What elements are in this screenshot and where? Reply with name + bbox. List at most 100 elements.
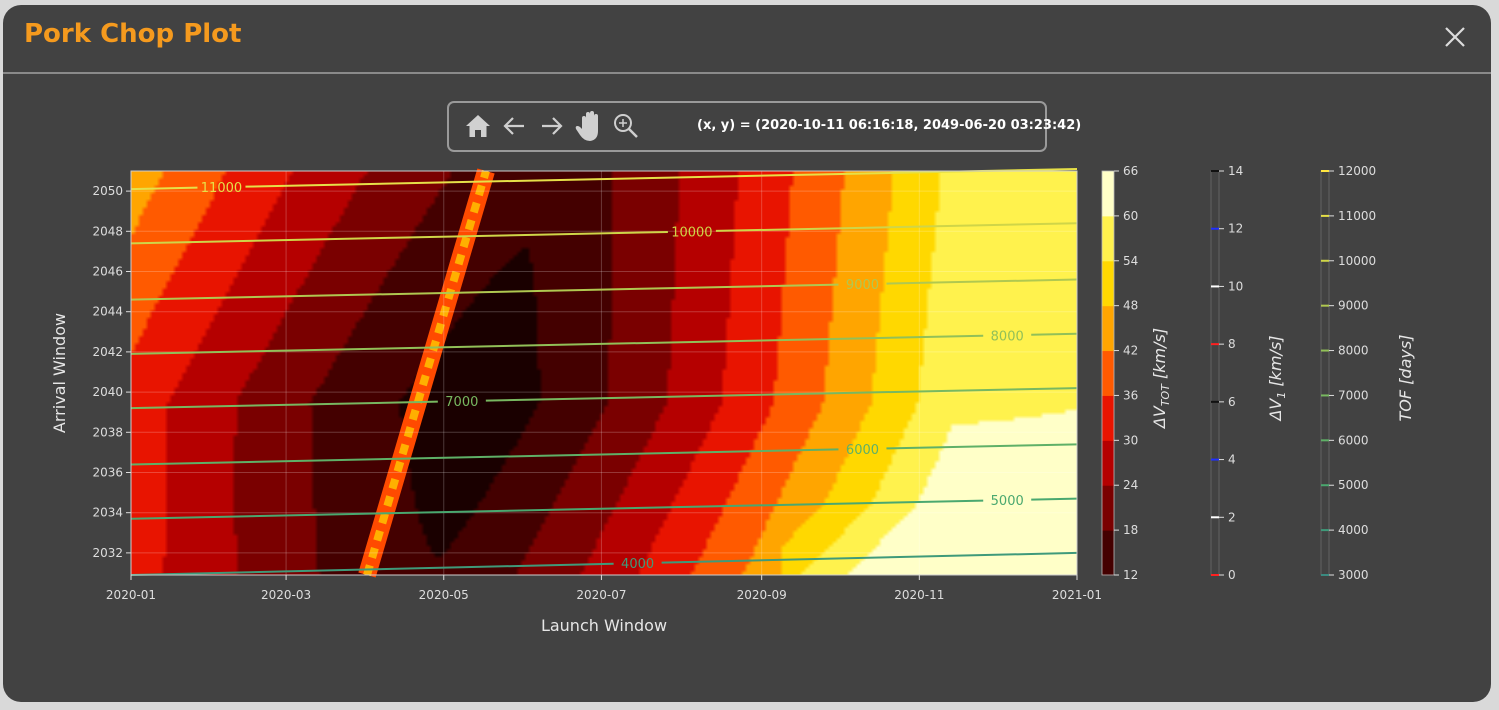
plot-toolbar: (x, y) = (2020-10-11 06:16:18, 2049-06-2… (447, 101, 1081, 152)
contour-line (886, 443, 1078, 450)
colorbar-2: 3000 4000 5000 6000 7000 8000 9000 10000 11000 12… (1320, 164, 1415, 582)
colorbar-tick-label: 12000 (1338, 164, 1376, 178)
colorbar-swatch (1102, 530, 1114, 576)
y-tick-label: 2036 (92, 465, 123, 479)
contour-line (130, 334, 984, 355)
colorbar-swatch (1102, 305, 1114, 352)
contour-line (886, 278, 1078, 285)
y-axis-label: Arrival Window (50, 313, 69, 433)
colorbar-tick-label: 18 (1123, 523, 1138, 537)
pan-hand-icon[interactable] (574, 109, 606, 143)
tof-contour-7000: 7000 (130, 387, 1078, 410)
x-tick-label: 2020-09 (737, 588, 787, 602)
y-tick-label: 2032 (92, 546, 123, 560)
porkchop-chart[interactable]: 4000 5000 6000 7000 8000 9000 10000 11000 2020-0… (3, 5, 1491, 702)
colorbar-swatch (1102, 350, 1114, 396)
dialog-header: Pork Chop Plot (3, 5, 1491, 74)
contour-label: 9000 (846, 278, 879, 293)
x-tick-label: 2020-11 (894, 588, 944, 602)
colorbar-tick-label: 7000 (1338, 388, 1369, 402)
x-tick-label: 2020-03 (261, 588, 311, 602)
colorbar-tick-label: 0 (1228, 568, 1236, 582)
colorbar-swatch (1102, 485, 1114, 531)
colorbar-tick-label: 12 (1123, 568, 1138, 582)
contour-label: 4000 (621, 557, 654, 572)
forward-arrow-icon[interactable] (536, 111, 566, 141)
colorbar-tick-label: 4000 (1338, 523, 1369, 537)
colorbar-tick-label: 14 (1228, 164, 1243, 178)
contour-label: 5000 (991, 494, 1024, 509)
colorbar-swatch (1102, 440, 1114, 486)
zoom-magnifier-icon[interactable] (611, 111, 641, 141)
contour-line (130, 400, 438, 410)
colorbar-tick-label: 4 (1228, 453, 1236, 467)
colorbar-tick-label: 48 (1123, 299, 1138, 313)
colorbar-swatch (1102, 395, 1114, 441)
porkchop-dialog: Pork Chop Plot (x, y) = (2020-10-11 06:1… (3, 5, 1491, 702)
contour-line (245, 167, 1078, 188)
colorbar-tick-label: 12 (1228, 222, 1243, 236)
close-icon[interactable] (1440, 22, 1470, 52)
contour-label: 6000 (846, 443, 879, 458)
colorbar-swatch (1102, 171, 1114, 217)
y-tick-label: 2040 (92, 385, 123, 399)
colorbar-tick-label: 66 (1123, 164, 1138, 178)
home-icon[interactable] (463, 111, 493, 141)
dv-ridge-band (358, 168, 495, 578)
contour-label: 10000 (671, 225, 712, 240)
x-tick-label: 2021-01 (1052, 588, 1102, 602)
colorbar-tick-label: 30 (1123, 433, 1138, 447)
y-tick-label: 2044 (92, 305, 123, 319)
colorbar-swatch (1102, 215, 1114, 262)
contour-line (130, 186, 198, 191)
contour-line (130, 283, 839, 301)
colorbar-frame (1320, 170, 1330, 576)
y-tick-label: 2046 (92, 264, 123, 278)
ridge-inner (363, 169, 490, 577)
colorbar-tick-label: 11000 (1338, 209, 1376, 223)
contour-line (130, 562, 614, 576)
colorbar-tick-label: 60 (1123, 209, 1138, 223)
tof-contour-4000: 4000 (130, 551, 1078, 576)
contour-label: 7000 (445, 395, 478, 410)
colorbar-1: 0 2 4 6 8 10 12 14 ΔV1 [km/s] (1210, 164, 1288, 582)
contour-line (1031, 497, 1078, 501)
cursor-coordinates: (x, y) = (2020-10-11 06:16:18, 2049-06-2… (697, 118, 1082, 133)
colorbar-tick-label: 6000 (1338, 433, 1369, 447)
contour-line (130, 230, 668, 245)
colorbar-tick-label: 6 (1228, 395, 1236, 409)
colorbar-frame (1210, 170, 1220, 576)
contour-line (661, 551, 1078, 564)
colorbar-tick-label: 36 (1123, 388, 1138, 402)
colorbar-label: ΔVTOT [km/s] (1150, 328, 1172, 430)
tof-contour-11000: 11000 (130, 167, 1078, 196)
colorbar-label: TOF [days] (1396, 335, 1415, 422)
colorbar-tick-label: 8000 (1338, 344, 1369, 358)
y-tick-label: 2042 (92, 345, 123, 359)
plot-frame (130, 170, 1078, 576)
tof-contour-9000: 9000 (130, 278, 1078, 301)
x-tick-label: 2020-01 (106, 588, 156, 602)
y-tick-label: 2050 (92, 184, 123, 198)
colorbar-0: 12 18 24 30 36 42 48 54 60 66 ΔVTOT [km/s] (1101, 164, 1172, 582)
dv-tot-heatmap (131, 171, 1077, 575)
tof-contour-5000: 5000 (130, 494, 1078, 520)
x-tick-label: 2020-05 (419, 588, 469, 602)
colorbar-tick-label: 9000 (1338, 299, 1369, 313)
contour-line (715, 222, 1078, 232)
colorbar-tick-label: 10 (1228, 279, 1243, 293)
x-tick-label: 2020-07 (576, 588, 626, 602)
colorbar-tick-label: 8 (1228, 337, 1236, 351)
tof-contour-8000: 8000 (130, 329, 1078, 355)
colorbar-label: ΔV1 [km/s] (1266, 335, 1288, 422)
colorbar-tick-label: 10000 (1338, 254, 1376, 268)
contour-line (130, 499, 984, 520)
contour-line (130, 448, 839, 466)
back-arrow-icon[interactable] (500, 111, 530, 141)
contour-label: 11000 (201, 181, 242, 196)
colorbar-swatch (1102, 260, 1114, 307)
contour-line (485, 387, 1078, 402)
contour-line (1031, 332, 1078, 336)
y-tick-label: 2038 (92, 425, 123, 439)
colorbar-tick-label: 42 (1123, 344, 1138, 358)
